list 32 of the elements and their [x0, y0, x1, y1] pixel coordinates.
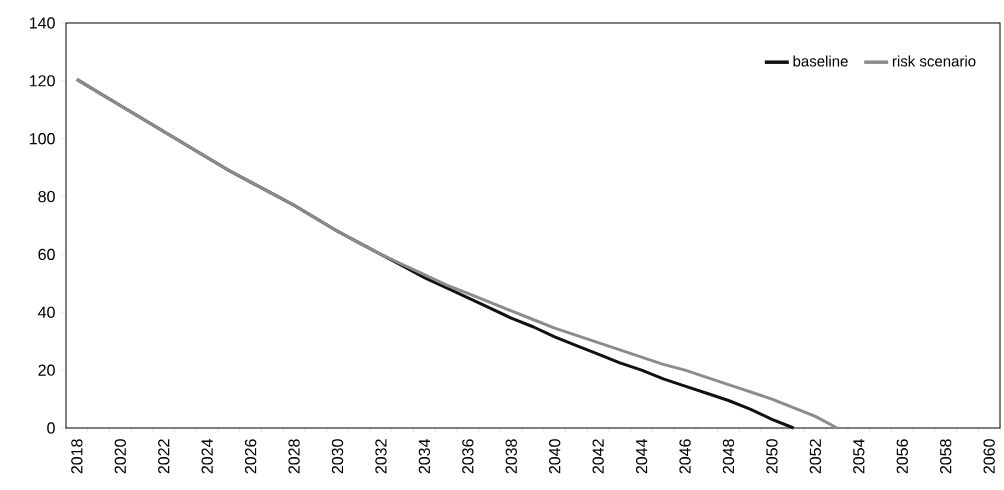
x-tick-label: 2022: [158, 439, 170, 474]
x-tick-label: 2044: [635, 439, 648, 474]
x-tick-label: 2048: [722, 439, 735, 474]
x-tick-label: 2030: [331, 439, 344, 474]
y-tick-label: 120: [29, 75, 55, 87]
x-tick-label: 2024: [201, 439, 213, 474]
x-tick-label: 2020: [114, 439, 126, 474]
y-tick-label: 140: [29, 17, 55, 29]
y-tick-label: 60: [38, 248, 55, 261]
y-tick-label: 0: [47, 422, 55, 434]
x-tick-label: 2026: [244, 439, 257, 474]
x-tick-label: 2060: [983, 439, 995, 474]
x-tick-label: 2038: [505, 439, 517, 474]
x-tick-label: 2050: [766, 439, 778, 474]
legend-label: baseline: [793, 55, 848, 67]
y-tick-label: 40: [38, 306, 55, 318]
x-tick-label: 2056: [896, 439, 908, 474]
x-tick-label: 2046: [679, 439, 691, 474]
x-tick-label: 2054: [853, 439, 865, 474]
y-tick-label: 80: [38, 190, 55, 203]
x-tick-label: 2032: [375, 439, 387, 474]
x-tick-label: 2058: [940, 439, 952, 474]
x-tick-label: 2040: [549, 439, 561, 474]
x-tick-label: 2034: [418, 439, 431, 474]
legend-label: risk scenario: [892, 55, 976, 67]
x-tick-label: 2042: [592, 439, 604, 474]
y-tick-label: 100: [29, 133, 55, 145]
y-tick-label: 20: [38, 364, 55, 376]
x-tick-label: 2052: [809, 439, 822, 474]
x-tick-label: 2028: [288, 439, 300, 474]
x-tick-label: 2018: [71, 439, 83, 474]
x-tick-label: 2036: [462, 439, 474, 474]
